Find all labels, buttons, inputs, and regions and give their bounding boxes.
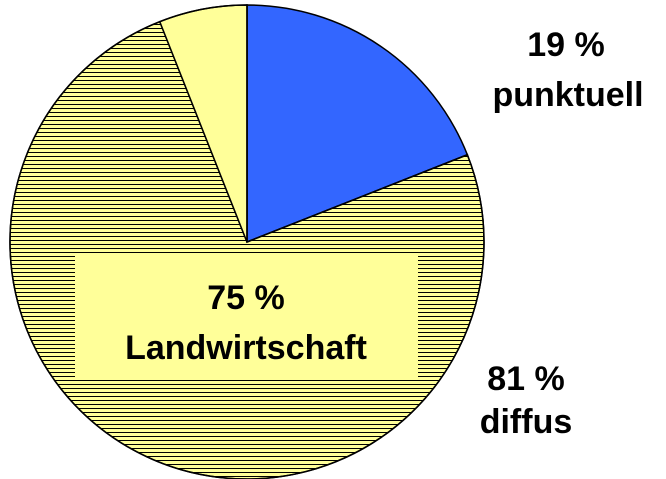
- slice-value-label: 19 %: [527, 26, 605, 64]
- slice-label: punktuell: [492, 76, 643, 114]
- group-outline: [9, 4, 485, 479]
- pie-slice: [246, 4, 469, 244]
- label-box: [75, 256, 418, 377]
- group-label: diffus: [480, 403, 573, 441]
- group-value-label: 81 %: [487, 360, 565, 398]
- slice-value-label: 75 %: [207, 279, 285, 317]
- slice-label: Landwirtschaft: [125, 329, 367, 367]
